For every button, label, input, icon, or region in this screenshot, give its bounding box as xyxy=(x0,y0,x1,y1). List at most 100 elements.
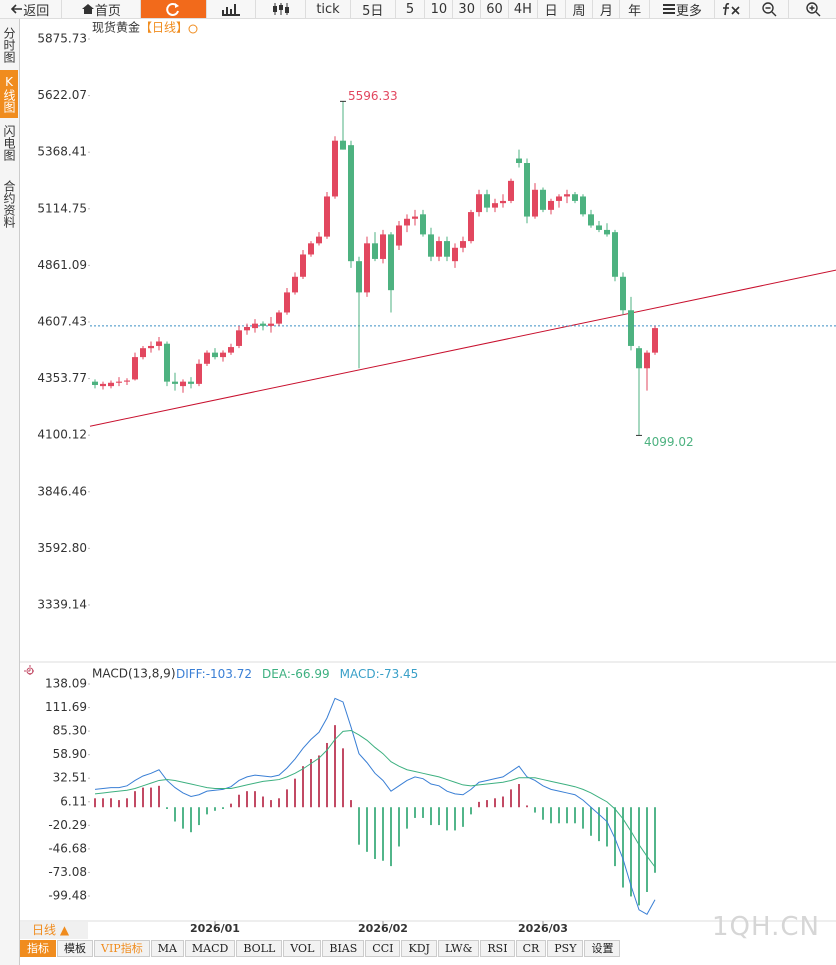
candle-body xyxy=(92,381,98,385)
indicator-tab[interactable]: 模板 xyxy=(57,940,93,957)
refresh-button[interactable] xyxy=(141,0,207,18)
macd-bar xyxy=(438,807,440,826)
indicator-tab[interactable]: PSY xyxy=(547,940,584,957)
fx-button[interactable] xyxy=(715,0,750,18)
y-tick-label: -99.48 xyxy=(48,888,87,902)
candle-body xyxy=(532,189,538,217)
candle-body xyxy=(588,214,594,226)
candle-body xyxy=(420,214,426,235)
candle-body xyxy=(444,241,450,257)
macd-bar xyxy=(566,807,568,824)
macd-bar xyxy=(502,796,504,808)
candle-body xyxy=(212,352,218,358)
zoom-out-button[interactable] xyxy=(750,0,790,18)
candle-body xyxy=(308,243,314,255)
indicator-tab[interactable]: VOL xyxy=(283,940,322,957)
macd-bar xyxy=(134,791,136,808)
period[interactable]: 周 xyxy=(566,0,594,19)
home-icon xyxy=(81,4,94,14)
macd-bar xyxy=(262,796,264,808)
side-tab[interactable]: 合约资料 xyxy=(2,180,16,228)
indicator-tab[interactable]: RSI xyxy=(480,940,515,957)
period[interactable]: 月 xyxy=(593,0,621,19)
zoom-in-icon xyxy=(805,2,821,17)
y-tick-label: 32.51 xyxy=(53,771,87,785)
indicator-tab[interactable]: CCI xyxy=(365,940,401,957)
y-tick-label: 4353.77 xyxy=(37,371,87,385)
y-tick-label: 58.90 xyxy=(53,747,87,761)
macd-line xyxy=(94,697,656,915)
settings-icon[interactable] xyxy=(188,24,198,34)
candle-body xyxy=(116,381,122,383)
candle-body xyxy=(140,348,146,358)
y-tick-label: 4607.43 xyxy=(37,314,87,328)
macd-bar xyxy=(158,785,160,808)
chart-type-button[interactable] xyxy=(207,0,257,18)
period[interactable]: 60 xyxy=(481,0,509,18)
side-tab[interactable]: 闪电图 xyxy=(2,125,16,161)
period[interactable]: 年 xyxy=(620,0,651,19)
macd-bar xyxy=(238,794,240,808)
candle-body xyxy=(244,326,250,331)
period[interactable]: 5日 xyxy=(351,0,396,19)
period[interactable]: 10 xyxy=(425,0,454,18)
period[interactable]: 5 xyxy=(396,0,426,18)
period[interactable]: 日 xyxy=(538,0,566,19)
candle-body xyxy=(580,196,586,215)
period-tick[interactable]: tick xyxy=(306,0,351,18)
indicator-tab[interactable]: VIP指标 xyxy=(94,940,150,957)
candle-body xyxy=(604,229,610,235)
candle-body xyxy=(188,381,194,384)
y-tick-label: 3846.46 xyxy=(37,484,87,498)
macd-bar xyxy=(638,807,640,906)
candle-body xyxy=(372,243,378,259)
bars-icon xyxy=(222,4,241,16)
macd-bar xyxy=(646,807,648,892)
y-tick-label: 5114.75 xyxy=(37,201,87,215)
home-button[interactable]: 首页 xyxy=(62,0,142,19)
macd-bar xyxy=(246,791,248,808)
candle-body xyxy=(500,200,506,204)
candle-body xyxy=(628,310,634,346)
zoom-in-button[interactable] xyxy=(789,0,836,18)
side-tab[interactable]: 分时图 xyxy=(2,27,16,63)
legend-value: -73.45 xyxy=(380,667,419,681)
macd-bar xyxy=(606,807,608,847)
back-button[interactable]: 返回 xyxy=(0,0,62,19)
home-text: 首页 xyxy=(94,3,121,19)
y-tick-label: 3339.14 xyxy=(37,597,87,611)
macd-bar xyxy=(462,807,464,827)
candle-type-button[interactable] xyxy=(256,0,307,18)
indicator-tab[interactable]: MA xyxy=(150,940,184,957)
indicator-tabs: 指标 模板 VIP指标 MA MACD BOLL VOL BIAS CCI KDJ LW& RSI CR… xyxy=(20,940,621,957)
macd-bar xyxy=(94,798,96,808)
macd-bar xyxy=(622,807,624,888)
more-button[interactable]: 更多 xyxy=(650,0,715,19)
period-selector[interactable]: 日线 ▲ xyxy=(20,922,88,939)
candle-body xyxy=(524,162,530,217)
candle-body xyxy=(284,292,290,313)
x-tick-label: 2026/01 xyxy=(190,922,240,935)
indicator-tab[interactable]: BOLL xyxy=(236,940,283,957)
macd-bar xyxy=(334,725,336,808)
period[interactable]: 4H xyxy=(509,0,538,18)
candle-body xyxy=(364,243,370,293)
indicator-tab[interactable]: 指标 xyxy=(20,940,56,957)
candle-body xyxy=(268,323,274,326)
more-text: 更多 xyxy=(675,3,702,19)
macd-icon[interactable] xyxy=(24,665,36,677)
candle-body xyxy=(340,140,346,150)
candle-body xyxy=(316,236,322,244)
candle-body xyxy=(204,352,210,364)
candle-body xyxy=(332,140,338,197)
macd-bar xyxy=(118,800,120,808)
indicator-tab[interactable]: BIAS xyxy=(322,940,365,957)
period[interactable]: 30 xyxy=(453,0,482,18)
indicator-tab[interactable]: KDJ xyxy=(401,940,437,957)
candle-body xyxy=(156,341,162,346)
indicator-tab[interactable]: MACD xyxy=(184,940,236,957)
indicator-tab[interactable]: CR xyxy=(515,940,547,957)
indicator-tab[interactable]: 设置 xyxy=(584,940,621,957)
side-tab[interactable]: K线图 xyxy=(0,70,18,118)
indicator-tab[interactable]: LW& xyxy=(437,940,480,957)
